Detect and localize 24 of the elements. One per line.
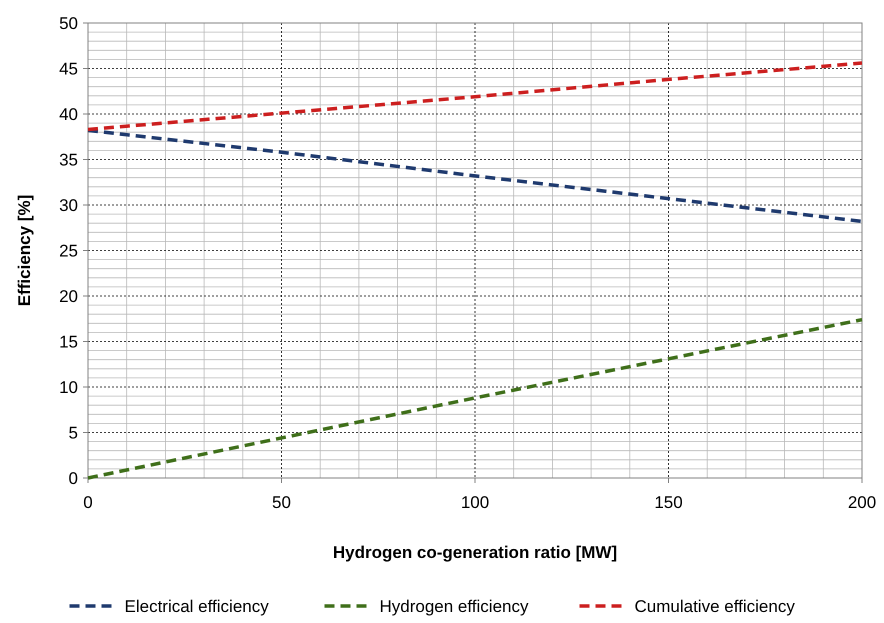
legend-label: Hydrogen efficiency bbox=[380, 597, 529, 616]
y-tick-label: 35 bbox=[59, 150, 78, 170]
line-series bbox=[86, 61, 864, 132]
y-tick-label: 30 bbox=[59, 196, 78, 215]
y-axis-title: Efficiency [%] bbox=[15, 194, 34, 306]
y-tick-label: 45 bbox=[59, 59, 78, 78]
y-tick-label: 50 bbox=[59, 14, 78, 33]
x-tick-label: 150 bbox=[654, 493, 683, 512]
legend-label: Electrical efficiency bbox=[124, 597, 270, 616]
y-tick-label: 10 bbox=[59, 378, 78, 397]
line-series bbox=[86, 318, 864, 480]
y-tick-label: 15 bbox=[59, 332, 78, 352]
legend-label: Cumulative efficiency bbox=[634, 597, 796, 616]
x-tick-label: 0 bbox=[83, 493, 93, 512]
y-tick-label: 5 bbox=[68, 423, 78, 442]
line-series bbox=[86, 128, 864, 224]
x-axis-title: Hydrogen co-generation ratio [MW] bbox=[332, 543, 618, 562]
y-tick-label: 0 bbox=[68, 468, 78, 488]
y-tick-label: 20 bbox=[59, 286, 78, 306]
x-tick-label: 200 bbox=[848, 493, 876, 512]
y-tick-label: 25 bbox=[59, 241, 78, 260]
x-tick-label: 50 bbox=[272, 493, 291, 512]
x-tick-label: 100 bbox=[460, 493, 490, 512]
y-tick-label: 40 bbox=[59, 104, 78, 124]
